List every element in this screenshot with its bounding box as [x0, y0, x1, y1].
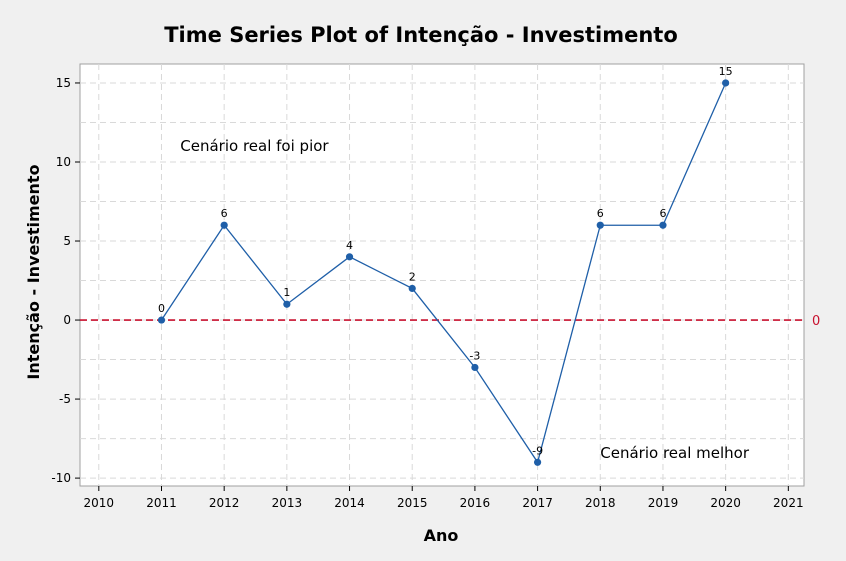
data-label: 0 — [158, 302, 165, 315]
x-tick-label: 2014 — [334, 496, 365, 510]
y-axis-label: Intenção - Investimento — [24, 164, 43, 379]
series-layer: 0 6 1 4 2 -3 -9 6 6 15 — [157, 65, 733, 466]
data-point — [283, 300, 291, 308]
y-tick-label: 0 — [63, 313, 71, 327]
annotation-text: Cenário real foi pior — [180, 137, 329, 155]
x-tick-label: 2020 — [710, 496, 741, 510]
grid-lines — [80, 64, 804, 486]
data-point — [408, 284, 416, 293]
data-point — [722, 79, 730, 87]
y-tick-label: 5 — [63, 234, 71, 248]
x-tick-label: 2021 — [773, 496, 804, 510]
x-tick-label: 2012 — [209, 496, 240, 510]
data-label: 6 — [659, 207, 666, 220]
x-axis-label: Ano — [424, 526, 459, 545]
x-tick-label: 2011 — [146, 496, 177, 510]
y-tick-label: -5 — [59, 392, 71, 406]
series-line — [160, 82, 727, 464]
x-tick-label: 2018 — [585, 496, 616, 510]
y-tick-label: 15 — [56, 76, 71, 90]
x-tick-label: 2019 — [648, 496, 679, 510]
x-tick-label: 2010 — [84, 496, 115, 510]
data-label: 2 — [409, 270, 416, 283]
annotations: Cenário real foi pior Cenário real melhor — [180, 137, 750, 462]
data-label: 15 — [719, 65, 733, 78]
x-tick-label: 2016 — [460, 496, 491, 510]
data-point — [659, 221, 667, 229]
plot-area — [79, 63, 805, 487]
x-tick-label: 2015 — [397, 496, 428, 510]
y-tick-label: -10 — [51, 471, 71, 485]
x-tick-label: 2013 — [272, 496, 303, 510]
data-point — [596, 221, 604, 229]
data-label: -3 — [469, 349, 480, 362]
data-label: 1 — [283, 286, 290, 299]
data-point — [157, 316, 166, 324]
data-point — [220, 221, 228, 229]
chart-title: Time Series Plot of Intenção - Investime… — [164, 23, 678, 47]
x-tick-label: 2017 — [522, 496, 553, 510]
data-point — [345, 253, 354, 261]
reference-line-label: 0 — [812, 314, 820, 329]
data-point — [471, 363, 479, 372]
data-label: 6 — [597, 207, 604, 220]
reference-line-group: 0 — [80, 314, 820, 329]
axes: 2010 2011 2012 2013 2014 2015 2016 2017 2018 2019… — [51, 76, 803, 510]
y-tick-label: 10 — [56, 155, 71, 169]
data-label: 4 — [346, 239, 353, 252]
data-point — [533, 458, 542, 466]
data-label: -9 — [532, 444, 543, 457]
annotation-text: Cenário real melhor — [600, 444, 750, 462]
data-label: 6 — [221, 207, 228, 220]
